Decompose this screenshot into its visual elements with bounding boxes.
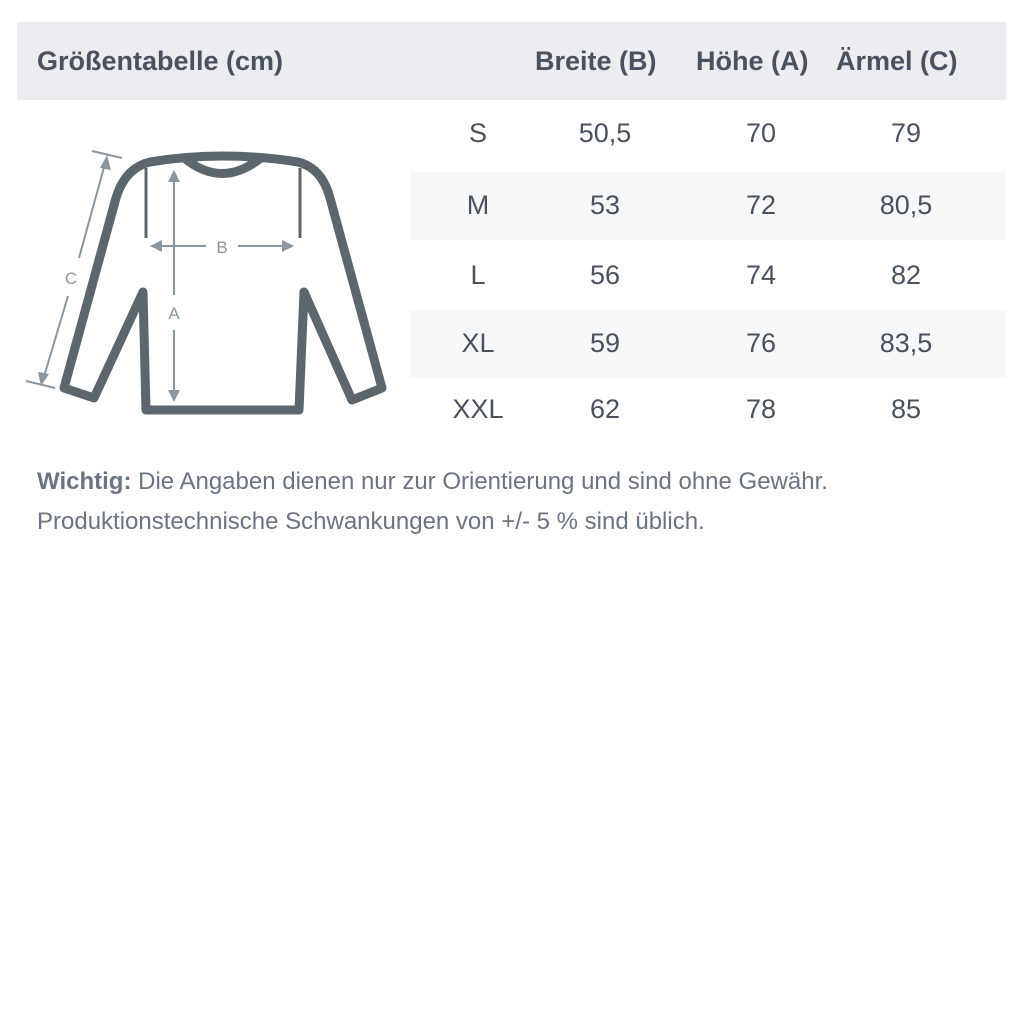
note-line1: Die Angaben dienen nur zur Orientierung … — [131, 468, 828, 495]
cell-a: 72 — [745, 190, 777, 220]
label-a: A — [168, 304, 180, 323]
sweater-diagram: B A C — [25, 150, 387, 415]
cell-c: 82 — [890, 260, 922, 290]
measurement-arrows — [25, 150, 294, 402]
column-header-hoehe: Höhe (A) — [696, 46, 809, 76]
cell-c: 85 — [890, 394, 922, 424]
cell-b: 53 — [589, 190, 621, 220]
disclaimer-note: Wichtig: Die Angaben dienen nur zur Orie… — [37, 462, 828, 542]
cell-size: L — [470, 260, 486, 290]
table-header — [17, 22, 1006, 100]
column-header-breite: Breite (B) — [535, 46, 657, 76]
cell-size: M — [466, 190, 490, 220]
cell-b: 62 — [589, 394, 621, 424]
table-row: L 56 74 82 — [410, 242, 1006, 310]
cell-a: 78 — [745, 394, 777, 424]
cell-a: 70 — [745, 118, 777, 148]
note-line2: Produktionstechnische Schwankungen von +… — [37, 508, 705, 535]
column-header-aermel: Ärmel (C) — [836, 46, 958, 76]
note-bold: Wichtig: — [37, 468, 132, 495]
cell-b: 50,5 — [578, 118, 632, 148]
table-row: XL 59 76 83,5 — [410, 310, 1006, 378]
table-row: S 50,5 70 79 — [410, 100, 1006, 168]
cell-b: 59 — [589, 328, 621, 358]
cell-size: XXL — [452, 394, 504, 424]
label-b: B — [216, 238, 227, 257]
cell-c: 83,5 — [879, 328, 933, 358]
cell-c: 80,5 — [879, 190, 933, 220]
cell-size: S — [468, 118, 488, 148]
cell-size: XL — [461, 328, 495, 358]
page-title: Größentabelle (cm) — [37, 46, 284, 76]
table-row: M 53 72 80,5 — [410, 172, 1006, 240]
label-c: C — [65, 269, 77, 288]
sweater-outline — [59, 151, 387, 415]
table-row: XXL 62 78 85 — [410, 376, 1006, 444]
cell-b: 56 — [589, 260, 621, 290]
cell-a: 76 — [745, 328, 777, 358]
cell-c: 79 — [890, 118, 922, 148]
cell-a: 74 — [745, 260, 777, 290]
